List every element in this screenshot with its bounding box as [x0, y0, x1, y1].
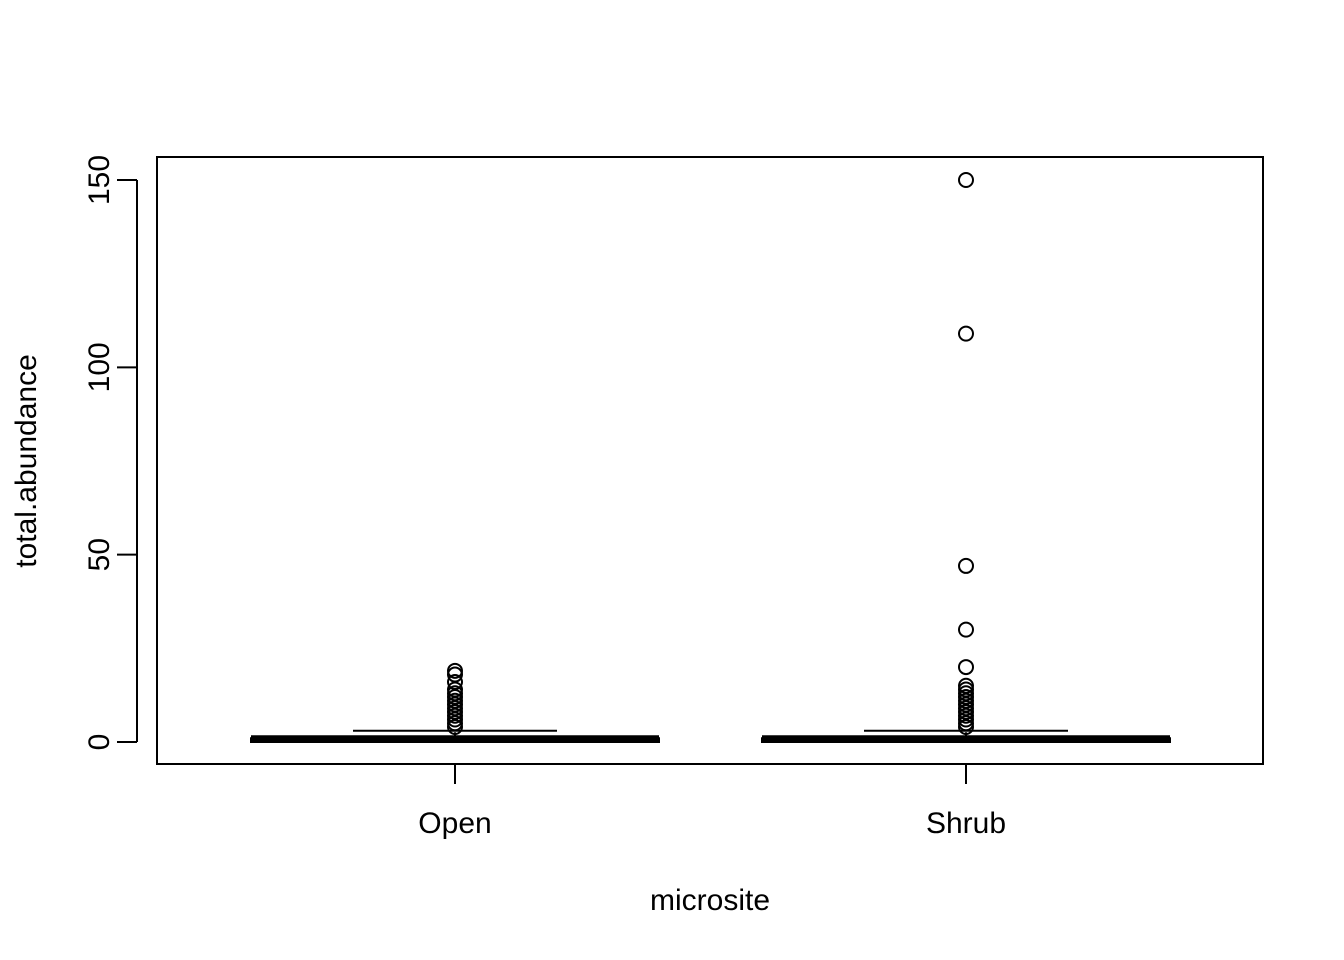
outlier-point: [958, 621, 974, 638]
outlier-point: [447, 674, 463, 691]
y-tick-label: 0: [83, 734, 116, 751]
box-group: [250, 662, 660, 744]
y-axis-label: total.abundance: [10, 354, 43, 568]
outlier-point: [447, 662, 463, 679]
x-axis: Open Shrub: [418, 764, 1006, 840]
outlier-point: [958, 557, 974, 574]
outlier-point: [958, 659, 974, 676]
y-tick-label: 150: [83, 155, 116, 205]
x-axis-label: microsite: [650, 884, 770, 917]
y-axis: 0 50 100 150: [83, 155, 138, 751]
x-tick-label: Shrub: [926, 807, 1006, 840]
box-series: [250, 172, 1171, 744]
outlier-point: [958, 172, 974, 188]
y-tick-label: 100: [83, 342, 116, 392]
plot-frame: [156, 156, 1264, 765]
outlier-point: [958, 325, 974, 342]
x-tick-label: Open: [418, 807, 491, 840]
outlier-point: [958, 677, 974, 694]
box-group: [761, 172, 1171, 744]
y-tick-label: 50: [83, 538, 116, 571]
